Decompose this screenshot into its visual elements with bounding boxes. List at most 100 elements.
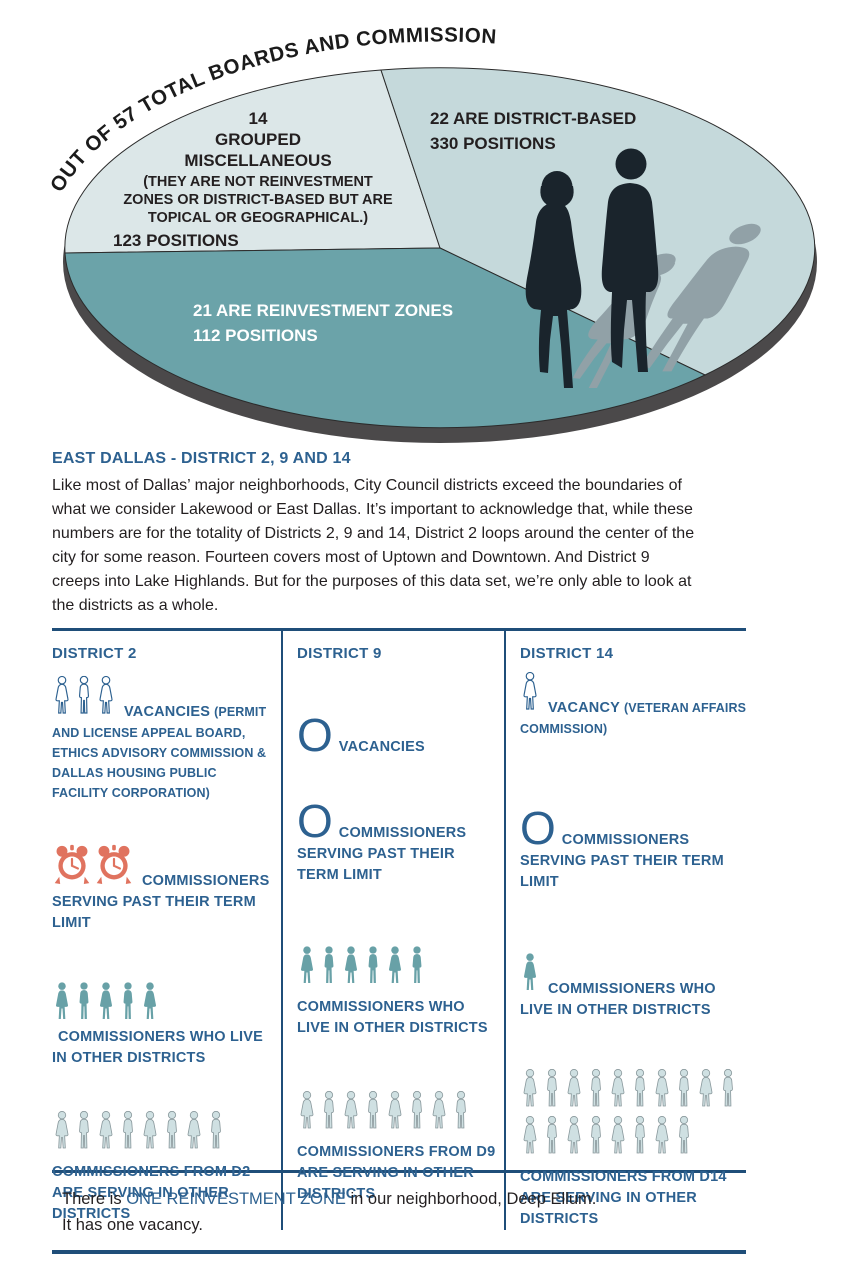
district-14-stat-3: COMMISSIONERS FROM D14 ARE SERVING IN OT… xyxy=(520,1067,746,1230)
district-2-column: DISTRICT 2 VACANCIES (PERMIT AND LICENSE … xyxy=(52,631,281,1230)
pictogram-row xyxy=(52,1138,228,1155)
zero-glyph: O xyxy=(297,709,333,761)
person-woman-icon xyxy=(52,674,72,716)
person-man-icon xyxy=(118,980,138,1022)
person-man-icon xyxy=(674,1067,694,1109)
person-woman-icon xyxy=(385,1089,405,1131)
person-man-icon xyxy=(319,944,339,986)
district-14-stats: VACANCY (VETERAN AFFAIRS COMMISSION) O COMM… xyxy=(520,670,746,1230)
person-man-icon xyxy=(407,1089,427,1131)
pictogram-row xyxy=(52,703,118,720)
district-2-stat-3: COMMISSIONERS FROM D2 ARE SERVING IN OTH… xyxy=(52,1109,271,1225)
person-woman-icon xyxy=(696,1067,716,1109)
footer-line-1: There is ONE REINVESTMENT ZONE in our ne… xyxy=(62,1186,722,1212)
footer-highlight: ONE REINVESTMENT ZONE xyxy=(126,1190,346,1208)
person-man-icon xyxy=(586,1114,606,1156)
person-woman-icon xyxy=(297,944,317,986)
pie-slice-label: MISCELLANEOUS xyxy=(184,151,331,170)
person-woman-icon xyxy=(652,1114,672,1156)
footer-suffix: in our neighborhood, Deep Ellum. xyxy=(345,1190,597,1208)
stat-label: COMMISSIONERS WHO LIVE IN OTHER DISTRICT… xyxy=(297,999,488,1036)
person-woman-icon xyxy=(184,1109,204,1151)
pictogram-row xyxy=(297,973,429,990)
person-man-icon xyxy=(718,1067,738,1109)
district-9-stat-1: O COMMISSIONERS SERVING PAST THEIR TERM L… xyxy=(297,798,498,886)
stat-label: VACANCIES xyxy=(338,739,425,755)
stat-label: VACANCIES xyxy=(124,704,211,720)
pictogram-row xyxy=(520,699,542,716)
person-man-icon xyxy=(206,1109,226,1151)
pictogram-row xyxy=(52,872,136,889)
pictogram-row xyxy=(297,1118,473,1135)
person-woman-icon xyxy=(385,944,405,986)
footer-prefix: There is xyxy=(62,1190,127,1208)
stat-label: COMMISSIONERS WHO LIVE IN OTHER DISTRICT… xyxy=(52,1029,263,1066)
person-woman-icon xyxy=(140,1109,160,1151)
pie-slice-label: 22 ARE DISTRICT-BASED xyxy=(430,109,636,128)
person-woman-icon xyxy=(341,944,361,986)
stat-sublabel: (PERMIT AND LICENSE APPEAL BOARD, ETHICS… xyxy=(52,705,267,800)
intro-section: EAST DALLAS - DISTRICT 2, 9 AND 14 Like … xyxy=(52,450,700,618)
boards-pie-chart: OUT OF 57 TOTAL BOARDS AND COMMISSIONS: … xyxy=(0,0,817,443)
people-silhouette xyxy=(525,148,659,388)
person-woman-icon xyxy=(608,1114,628,1156)
district-9-stat-3: COMMISSIONERS FROM D9 ARE SERVING IN OTH… xyxy=(297,1089,498,1205)
person-woman-icon xyxy=(341,1089,361,1131)
footer-note: There is ONE REINVESTMENT ZONE in our ne… xyxy=(62,1186,722,1238)
zero-glyph: O xyxy=(297,795,333,847)
person-man-icon xyxy=(74,980,94,1022)
stat-sublabel: (VETERAN AFFAIRS COMMISSION) xyxy=(520,701,747,736)
pie-slice-label: ZONES OR DISTRICT-BASED BUT ARE xyxy=(123,192,393,208)
person-man-icon xyxy=(542,1114,562,1156)
district-14-stat-0: VACANCY (VETERAN AFFAIRS COMMISSION) xyxy=(520,670,746,739)
pie-slice-label: TOPICAL OR GEOGRAPHICAL.) xyxy=(148,210,368,226)
stat-label: COMMISSIONERS SERVING PAST THEIR TERM LI… xyxy=(52,873,270,931)
pictogram-row xyxy=(520,980,542,997)
district-2-stat-0: VACANCIES (PERMIT AND LICENSE APPEAL BOAR… xyxy=(52,674,271,803)
person-man-icon xyxy=(674,1114,694,1156)
pie-slice-label: 14 xyxy=(249,109,268,128)
district-2-stats: VACANCIES (PERMIT AND LICENSE APPEAL BOAR… xyxy=(52,674,271,1225)
person-woman-icon xyxy=(564,1114,584,1156)
districts-table: DISTRICT 2 VACANCIES (PERMIT AND LICENSE … xyxy=(52,628,746,1230)
person-woman-icon xyxy=(52,980,72,1022)
person-man-icon xyxy=(407,944,427,986)
stat-label: COMMISSIONERS FROM D2 ARE SERVING IN OTH… xyxy=(52,1164,251,1222)
person-woman-icon xyxy=(96,980,116,1022)
pie-slice-reinvestment-zones xyxy=(64,247,707,429)
person-man-icon xyxy=(162,1109,182,1151)
zero-glyph: O xyxy=(520,802,556,854)
stat-label-block: COMMISSIONERS FROM D9 ARE SERVING IN OTH… xyxy=(297,1142,498,1205)
district-14-stat-2: COMMISSIONERS WHO LIVE IN OTHER DISTRICT… xyxy=(520,951,746,1021)
person-woman-icon xyxy=(52,1109,72,1151)
bottom-rule xyxy=(52,1250,746,1254)
person-woman-icon xyxy=(520,670,540,712)
person-woman-icon xyxy=(297,1089,317,1131)
person-woman-icon xyxy=(520,1114,540,1156)
district-9-column: DISTRICT 9 O VACANCIES O COMMISSIONERS SERV… xyxy=(281,631,504,1230)
district-9-stat-0: O VACANCIES xyxy=(297,712,498,758)
stat-label: COMMISSIONERS SERVING PAST THEIR TERM LI… xyxy=(520,832,724,890)
district-14-heading: DISTRICT 14 xyxy=(520,645,614,662)
person-man-icon xyxy=(118,1109,138,1151)
person-woman-icon xyxy=(608,1067,628,1109)
stat-label-block: COMMISSIONERS WHO LIVE IN OTHER DISTRICT… xyxy=(297,997,498,1039)
person-woman-icon xyxy=(652,1067,672,1109)
person-man-icon xyxy=(363,1089,383,1131)
person-woman-icon xyxy=(520,1067,540,1109)
pictogram-row xyxy=(52,1009,162,1026)
person-man-icon xyxy=(74,674,94,716)
person-woman-icon xyxy=(564,1067,584,1109)
person-man-icon xyxy=(74,1109,94,1151)
person-man-icon xyxy=(630,1067,650,1109)
person-woman-icon xyxy=(96,674,116,716)
person-man-icon xyxy=(630,1114,650,1156)
pie-slice-label: 123 POSITIONS xyxy=(113,231,239,250)
pie-slice-label: 21 ARE REINVESTMENT ZONES xyxy=(193,301,453,320)
pie-slice-label: 330 POSITIONS xyxy=(430,134,556,153)
person-woman-icon xyxy=(140,980,160,1022)
stat-label: COMMISSIONERS SERVING PAST THEIR TERM LI… xyxy=(297,825,467,883)
stat-label-block: COMMISSIONERS FROM D2 ARE SERVING IN OTH… xyxy=(52,1162,271,1225)
pie-slice-label: (THEY ARE NOT REINVESTMENT xyxy=(143,174,373,190)
